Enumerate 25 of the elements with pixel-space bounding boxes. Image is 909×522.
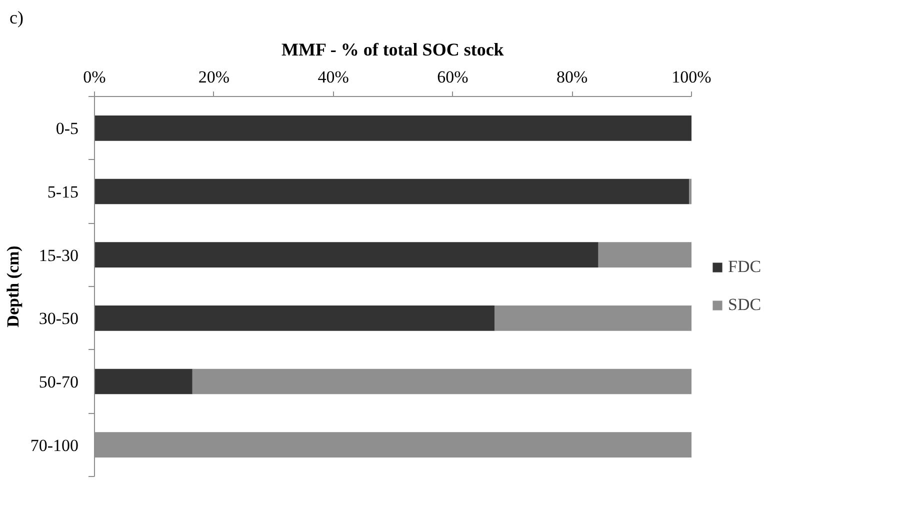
bar (494, 306, 692, 331)
y-tick-label: 0-5 (56, 119, 79, 138)
y-axis-title: Depth (cm) (3, 246, 22, 328)
y-tick-label: 70-100 (30, 436, 79, 455)
legend-label: SDC (728, 295, 762, 315)
x-tick-label: 60% (437, 68, 468, 86)
y-tick-label: 50-70 (38, 372, 79, 392)
x-tick-label: 20% (198, 68, 230, 86)
legend-label: FDC (728, 257, 762, 277)
bar (192, 368, 692, 394)
x-tick-label: 0% (83, 68, 106, 86)
bar (94, 368, 192, 394)
y-tick-label: 5-15 (47, 182, 79, 202)
bar (94, 306, 494, 331)
x-tick-label: 100% (672, 68, 712, 86)
bar (598, 242, 692, 268)
y-tick-label: 30-50 (38, 309, 79, 328)
bar (94, 116, 692, 141)
chart-title: MMF - % of total SOC stock (282, 40, 504, 60)
bar (94, 242, 598, 268)
x-tick-label: 40% (318, 68, 349, 86)
text: c) (10, 8, 24, 28)
bar (94, 178, 690, 204)
y-tick-label: 15-30 (38, 246, 79, 265)
x-tick-label: 80% (556, 68, 588, 86)
